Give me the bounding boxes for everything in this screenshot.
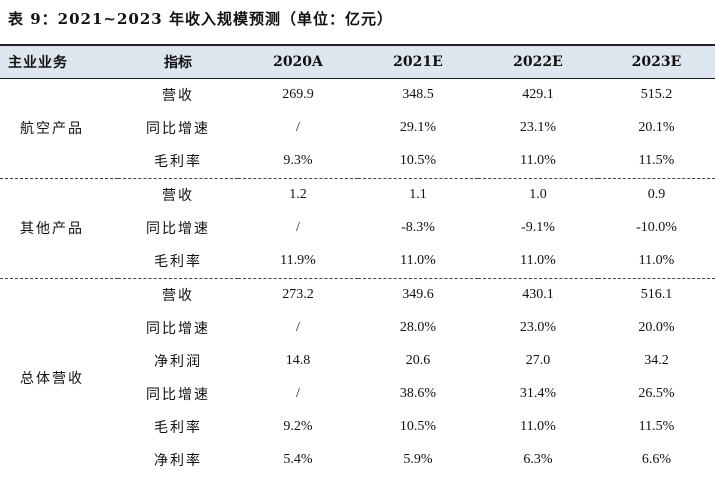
- indicator-cell: 毛利率: [118, 244, 238, 279]
- value-cell: 1.1: [409, 187, 427, 202]
- value-cell: 6.3%: [523, 452, 553, 467]
- table-row: 净利率 5.4% 5.9% 6.3% 6.6%: [0, 444, 715, 477]
- value-cell: 273.2: [282, 287, 314, 302]
- forecast-table: 主业业务 指标 2020A 2021E 2022E 2023E 航空产品 营收 …: [0, 44, 715, 477]
- value-cell: 516.1: [640, 287, 673, 302]
- value-cell: 9.2%: [283, 419, 313, 434]
- header-row: 主业业务 指标 2020A 2021E 2022E 2023E: [0, 44, 715, 79]
- value-cell: 11.9%: [238, 244, 358, 279]
- value-cell: 14.8: [285, 353, 311, 368]
- table-row: 航空产品 营收 269.9 348.5 429.1 515.2: [0, 78, 715, 179]
- value-cell: 349.6: [402, 287, 434, 302]
- value-cell: 11.5%: [638, 419, 675, 434]
- indicator-cell: 毛利率: [118, 144, 238, 179]
- table-row: 同比增速 / -8.3% -9.1% -10.0%: [0, 212, 715, 245]
- value-cell: /: [296, 120, 300, 135]
- value-cell: 348.5: [402, 87, 434, 102]
- value-cell: 11.0%: [478, 144, 598, 179]
- indicator-cell: 净利润: [154, 354, 202, 370]
- table-row: 净利润 14.8 20.6 27.0 34.2: [0, 345, 715, 378]
- value-cell: 0.9: [647, 187, 666, 202]
- table-row: 同比增速 / 38.6% 31.4% 26.5%: [0, 378, 715, 411]
- value-cell: 23.1%: [519, 120, 557, 135]
- header-indicator: 指标: [118, 44, 238, 79]
- value-cell: 5.4%: [283, 452, 313, 467]
- value-cell: 11.5%: [598, 144, 715, 179]
- header-business: 主业业务: [0, 44, 118, 79]
- header-year: 2022E: [478, 44, 598, 79]
- table-row: 同比增速 / 29.1% 23.1% 20.1%: [0, 112, 715, 145]
- value-cell: 11.0%: [358, 244, 478, 279]
- value-cell: 1.2: [289, 187, 307, 202]
- group-label-aviation: 航空产品: [0, 78, 118, 179]
- group-label-total: 总体营收: [20, 370, 84, 387]
- header-year: 2023E: [598, 44, 715, 79]
- value-cell: /: [296, 386, 300, 401]
- indicator-cell: 毛利率: [154, 420, 202, 436]
- value-cell: 430.1: [522, 287, 554, 302]
- group-label-other: 其他产品: [0, 178, 118, 279]
- indicator-cell: 同比增速: [146, 121, 210, 137]
- value-cell: 1.0: [529, 187, 547, 202]
- value-cell: 6.6%: [641, 452, 672, 467]
- value-cell: 34.2: [644, 353, 669, 368]
- indicator-cell: 净利率: [154, 453, 202, 469]
- indicator-cell: 营收: [162, 88, 194, 104]
- value-cell: 515.2: [640, 87, 673, 102]
- value-cell: -9.1%: [521, 220, 555, 235]
- value-cell: /: [296, 320, 300, 335]
- header-year: 2021E: [358, 44, 478, 79]
- value-cell: /: [296, 220, 300, 235]
- table-row: 总体营收 营收 273.2 349.6 430.1 516.1: [0, 278, 715, 387]
- value-cell: 429.1: [522, 87, 554, 102]
- value-cell: -8.3%: [401, 220, 435, 235]
- value-cell: 31.4%: [519, 386, 557, 401]
- table-row: 毛利率 9.2% 10.5% 11.0% 11.5%: [0, 411, 715, 444]
- value-cell: 28.0%: [399, 320, 437, 335]
- value-cell: 269.9: [282, 87, 314, 102]
- table-row: 毛利率 11.9% 11.0% 11.0% 11.0%: [0, 244, 715, 279]
- value-cell: 10.5%: [399, 419, 437, 434]
- table-caption: 表 9：2021~2023 年收入规模预测（单位：亿元）: [8, 10, 393, 28]
- value-cell: 11.0%: [598, 244, 715, 279]
- table-row: 同比增速 / 28.0% 23.0% 20.0%: [0, 312, 715, 345]
- indicator-cell: 同比增速: [146, 221, 210, 237]
- table-row: 毛利率 9.3% 10.5% 11.0% 11.5%: [0, 144, 715, 179]
- indicator-cell: 营收: [162, 288, 194, 304]
- table-row: 其他产品 营收 1.2 1.1 1.0 0.9: [0, 178, 715, 279]
- value-cell: 9.3%: [238, 144, 358, 179]
- indicator-cell: 同比增速: [146, 321, 210, 337]
- value-cell: 23.0%: [519, 320, 557, 335]
- indicator-cell: 营收: [162, 188, 194, 204]
- value-cell: 29.1%: [399, 120, 437, 135]
- value-cell: 11.0%: [478, 244, 598, 279]
- value-cell: 5.9%: [403, 452, 433, 467]
- value-cell: -10.0%: [636, 220, 677, 235]
- value-cell: 27.0: [525, 353, 551, 368]
- value-cell: 20.1%: [638, 120, 675, 135]
- value-cell: 20.6: [405, 353, 431, 368]
- value-cell: 10.5%: [358, 144, 478, 179]
- value-cell: 20.0%: [638, 320, 675, 335]
- value-cell: 26.5%: [638, 386, 675, 401]
- header-year: 2020A: [238, 44, 358, 79]
- value-cell: 11.0%: [520, 419, 556, 434]
- indicator-cell: 同比增速: [146, 387, 210, 403]
- value-cell: 38.6%: [399, 386, 437, 401]
